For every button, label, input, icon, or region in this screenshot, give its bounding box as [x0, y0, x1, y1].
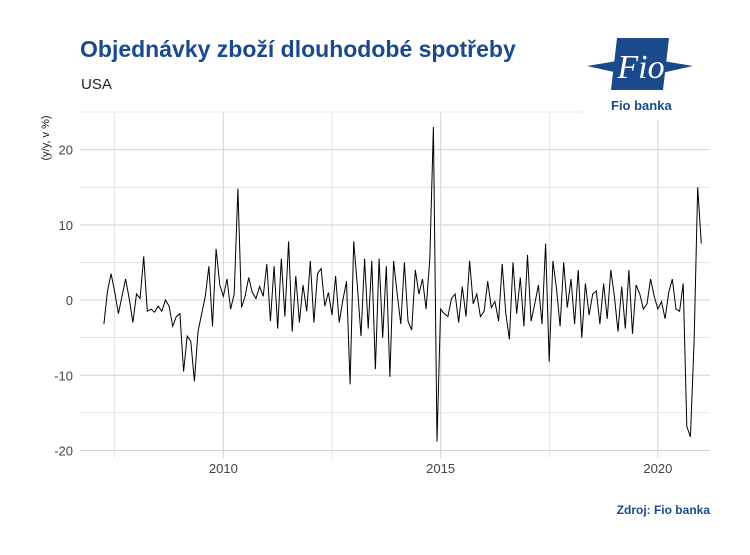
y-tick-label: 10 [59, 218, 73, 233]
fio-logo: Fio Fio banka [583, 30, 713, 120]
x-axis-ticks: 2010 2015 2020 [209, 461, 672, 476]
fio-logo-word: Fio [616, 49, 664, 86]
y-tick-label: 20 [59, 143, 73, 158]
chart-subtitle: USA [81, 76, 112, 93]
x-tick-label: 2020 [643, 461, 672, 476]
fio-logo-mark: Fio [587, 38, 693, 90]
y-axis-label: (y/y, v %) [40, 115, 52, 160]
fio-logo-text: Fio banka [611, 98, 672, 113]
y-axis-ticks: -20 -10 0 10 20 [54, 143, 73, 459]
y-tick-label: -10 [54, 368, 73, 383]
y-tick-label: 0 [66, 293, 73, 308]
y-tick-label: -20 [54, 443, 73, 458]
major-gridlines [80, 112, 710, 458]
series-line [103, 126, 702, 442]
chart-title: Objednávky zboží dlouhodobé spotřeby [80, 36, 516, 62]
x-tick-label: 2015 [426, 461, 455, 476]
source-note: Zdroj: Fio banka [616, 503, 710, 517]
x-tick-label: 2010 [209, 461, 238, 476]
minor-gridlines [80, 111, 710, 458]
